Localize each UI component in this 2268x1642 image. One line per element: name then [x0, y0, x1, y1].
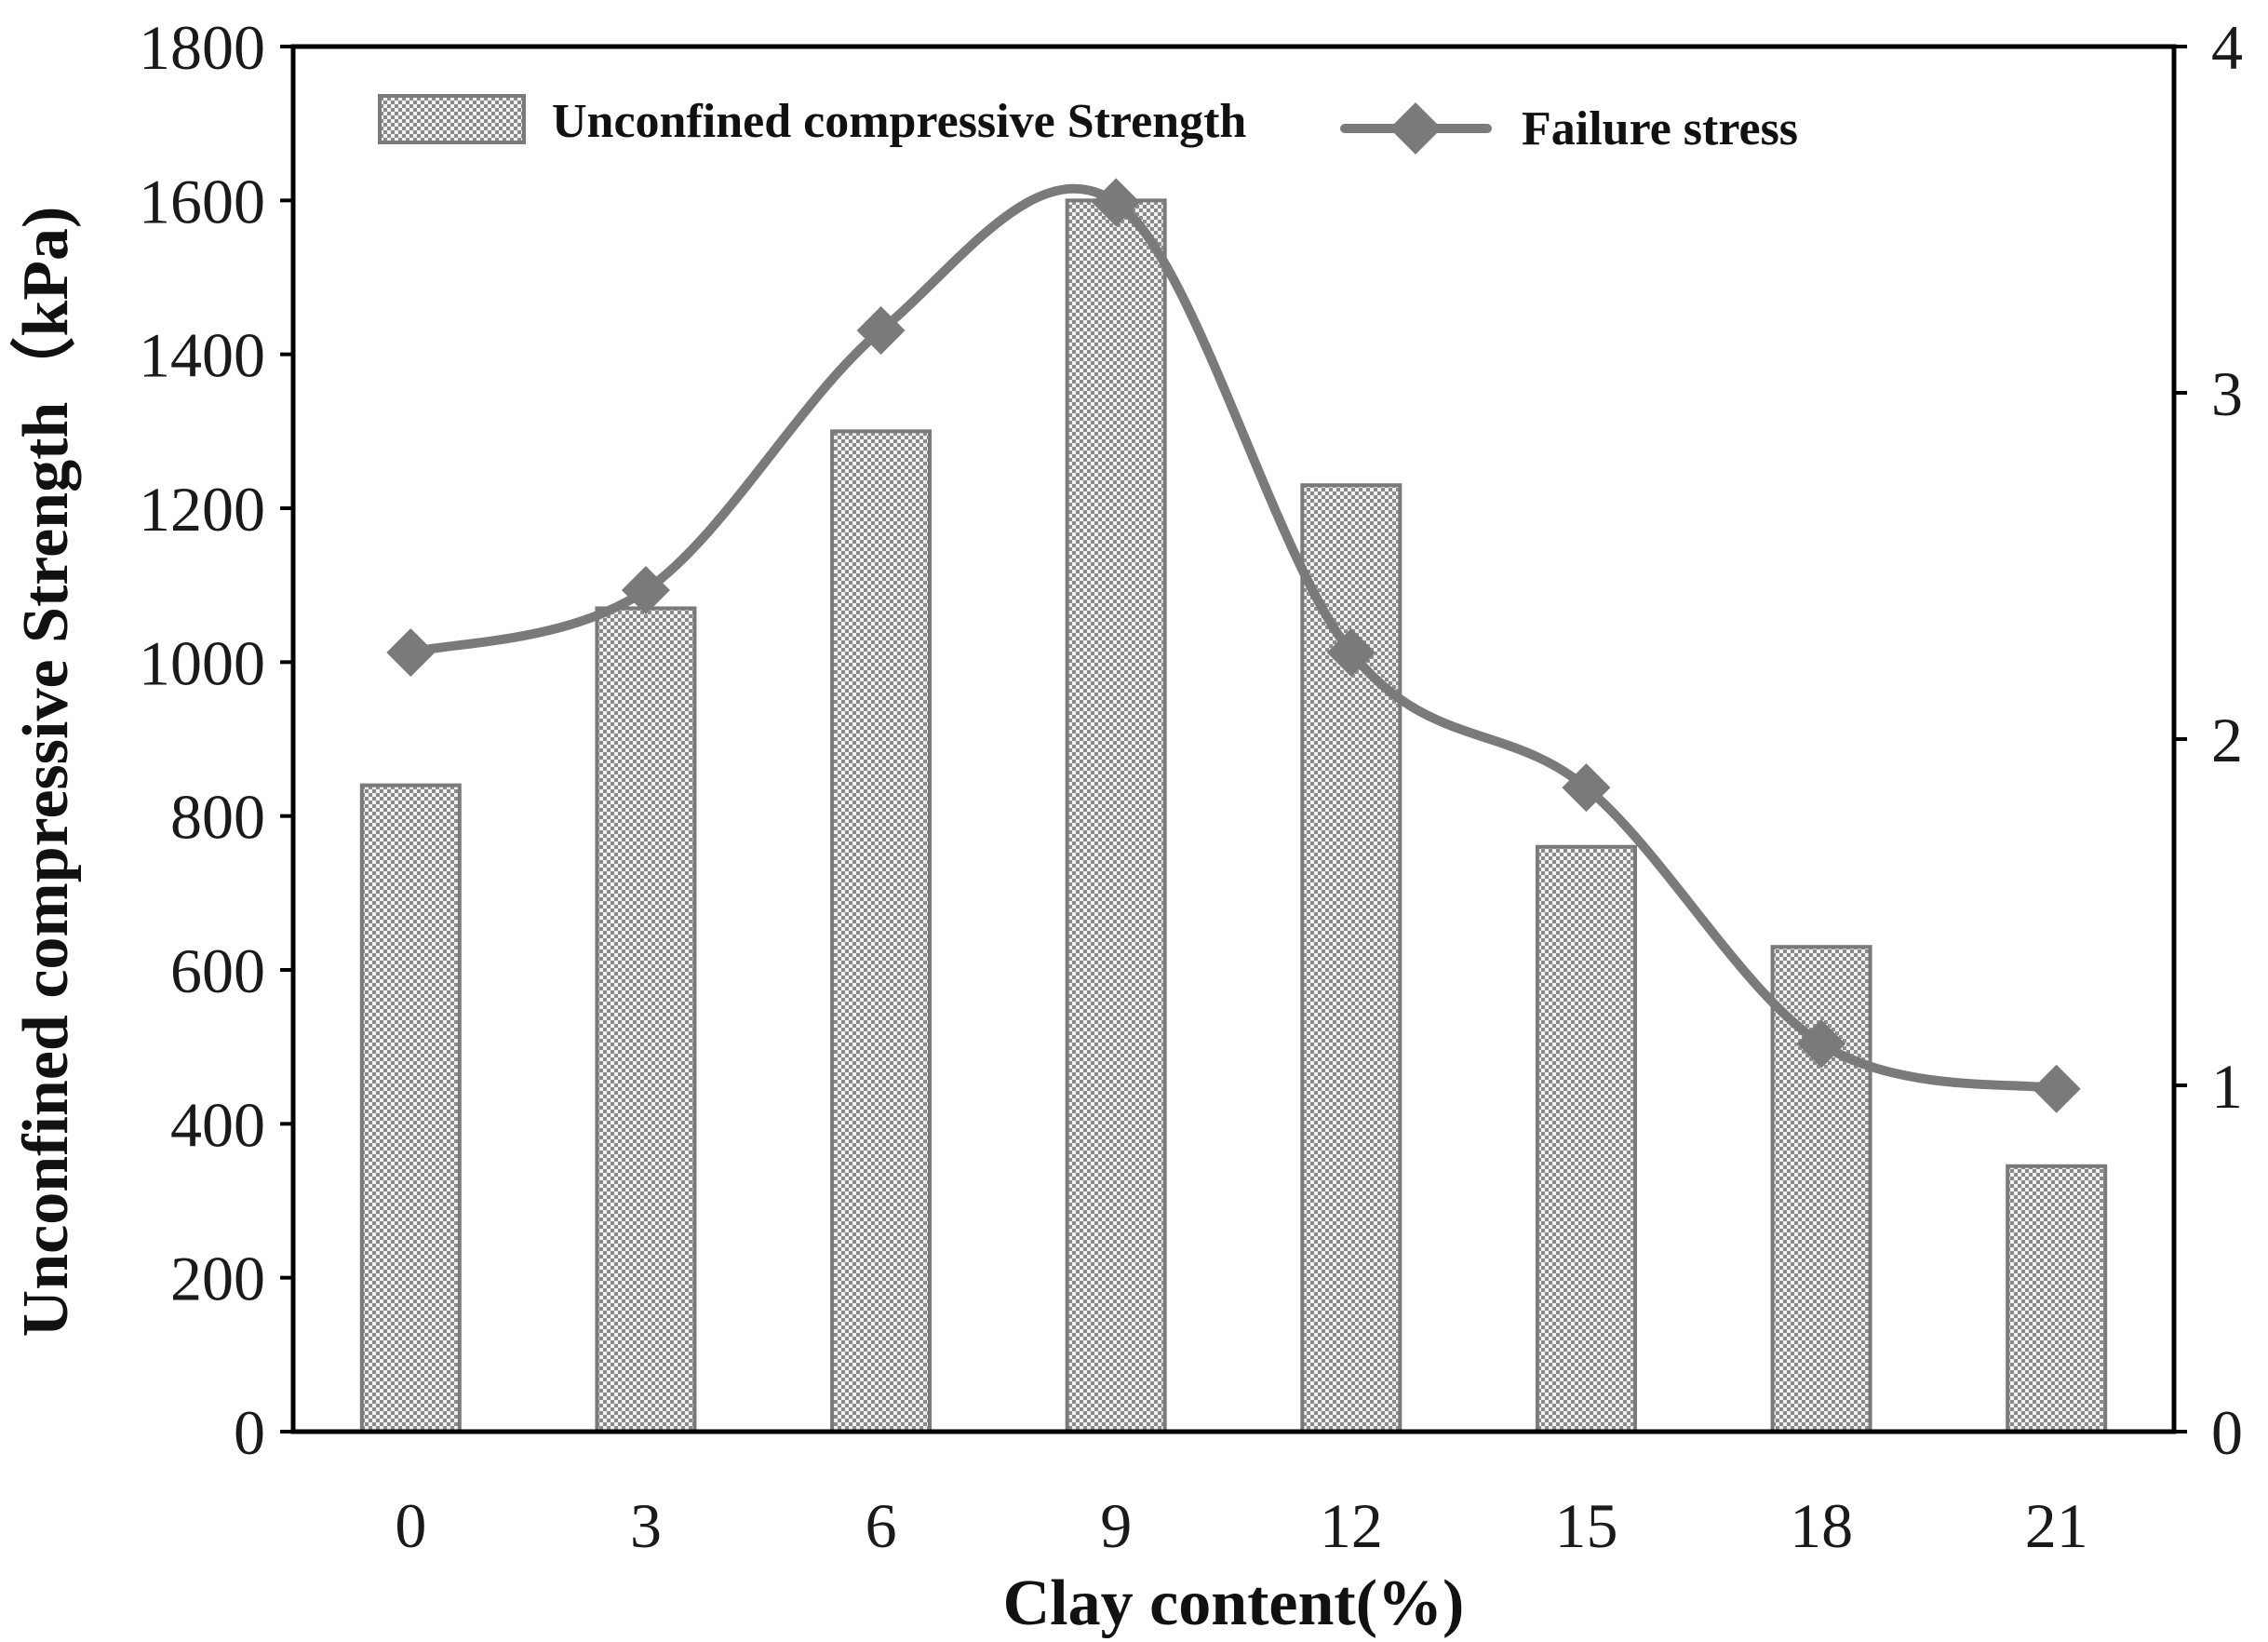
x-tick-label: 18 [1790, 1490, 1853, 1561]
x-tick-label: 15 [1554, 1490, 1617, 1561]
y2-tick-label: 0 [2211, 1397, 2243, 1468]
x-tick-label: 9 [1100, 1490, 1132, 1561]
y-tick-label: 1400 [139, 320, 265, 391]
bar-15 [1535, 844, 1637, 1433]
bar-9 [1065, 198, 1167, 1433]
failure-stress-point-18 [1797, 1019, 1846, 1069]
y-tick-label: 0 [234, 1397, 265, 1468]
y-axis-title: Unconfined compressive Strength（kPa) [9, 207, 82, 1338]
plot-frame [290, 44, 2177, 1434]
y2-tick-label: 3 [2211, 358, 2243, 429]
failure-stress-point-21 [2032, 1064, 2081, 1113]
x-tick-label: 0 [395, 1490, 426, 1561]
bar-6 [830, 429, 933, 1433]
x-axis-title: Clay content(%) [1003, 1568, 1465, 1639]
legend-bar-label: Unconfined compressive Strength [552, 95, 1246, 148]
y-tick-label: 1600 [139, 166, 265, 236]
y-tick-label: 1800 [139, 12, 265, 83]
y-tick-label: 400 [170, 1089, 265, 1160]
y-tick-label: 800 [170, 782, 265, 853]
legend-line-marker [1389, 102, 1442, 155]
y2-tick-label: 1 [2211, 1051, 2243, 1122]
bar-12 [1300, 483, 1402, 1433]
bar-3 [595, 606, 697, 1433]
y-tick-label: 600 [170, 935, 265, 1006]
bar-0 [359, 783, 462, 1433]
failure-stress-point-12 [1326, 628, 1376, 677]
x-tick-label: 3 [630, 1490, 662, 1561]
failure-stress-point-6 [856, 306, 906, 356]
y-tick-label: 1000 [139, 627, 265, 698]
legend: Unconfined compressive Strength Failure … [378, 94, 1798, 155]
x-tick-label: 12 [1320, 1490, 1383, 1561]
y-tick-label: 200 [170, 1244, 265, 1314]
legend-bar-swatch [378, 94, 526, 144]
failure-stress-point-15 [1562, 763, 1611, 813]
failure-stress-point-3 [621, 566, 670, 615]
legend-line-label: Failure stress [1522, 102, 1798, 155]
failure-stress-line [406, 183, 2061, 1094]
line-layer [386, 178, 2081, 1113]
failure-stress-point-9 [1092, 178, 1141, 227]
bar-21 [2006, 1164, 2108, 1434]
failure-stress-point-0 [386, 628, 436, 677]
y2-tick-label: 4 [2211, 12, 2243, 83]
x-tick-label: 21 [2025, 1490, 2088, 1561]
y2-tick-label: 2 [2211, 705, 2243, 775]
x-tick-label: 6 [866, 1490, 897, 1561]
bars-layer [359, 198, 2108, 1434]
y-tick-label: 1200 [139, 474, 265, 545]
